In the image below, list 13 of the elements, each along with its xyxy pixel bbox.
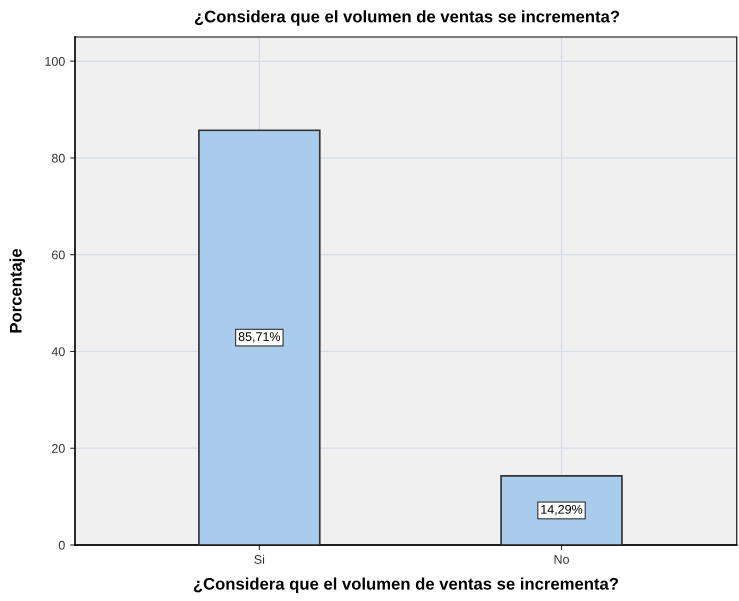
chart-title: ¿Considera que el volumen de ventas se incrementa?	[194, 10, 620, 26]
x-tick-label: No	[554, 555, 569, 564]
y-tick-label: 40	[52, 347, 65, 356]
data-label: 14,29%	[541, 504, 582, 516]
x-axis-title: ¿Considera que el volumen de ventas se incrementa?	[194, 577, 618, 594]
data-label: 85,71%	[238, 332, 280, 342]
y-tick-label: 20	[52, 444, 65, 453]
x-tick-label: Si	[254, 554, 264, 564]
y-tick-label: 60	[52, 250, 65, 260]
y-axis-title: Porcentaje	[9, 248, 25, 332]
y-tick-label: 80	[52, 154, 65, 163]
y-tick-label: 0	[58, 540, 65, 550]
y-tick-label: 100	[45, 56, 65, 66]
